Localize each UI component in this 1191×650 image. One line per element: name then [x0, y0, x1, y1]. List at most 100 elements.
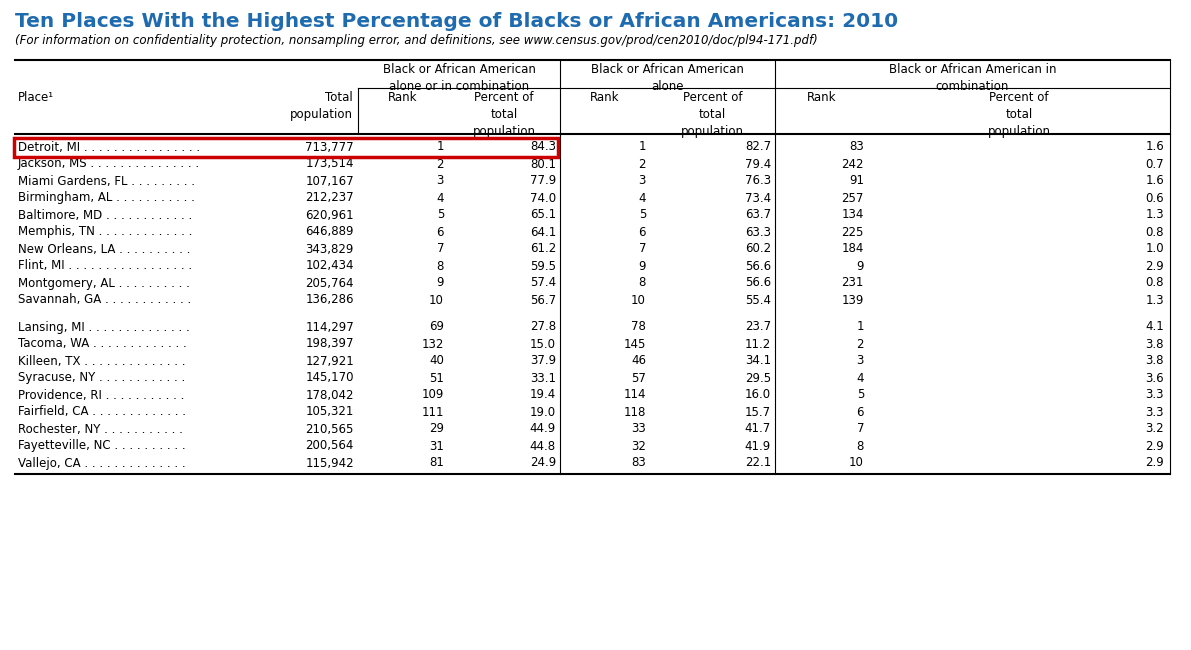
Text: 2.9: 2.9	[1146, 259, 1164, 272]
Text: 1.3: 1.3	[1146, 209, 1164, 222]
Text: 2: 2	[856, 337, 863, 350]
Text: Black or African American
alone or in combination: Black or African American alone or in co…	[382, 63, 536, 93]
Text: Jackson, MS . . . . . . . . . . . . . . .: Jackson, MS . . . . . . . . . . . . . . …	[18, 157, 200, 170]
Text: Rank: Rank	[388, 91, 418, 104]
Text: 33.1: 33.1	[530, 372, 556, 385]
Text: 6: 6	[436, 226, 444, 239]
Text: Black or African American in
combination: Black or African American in combination	[888, 63, 1056, 93]
Text: 132: 132	[422, 337, 444, 350]
Text: (For information on confidentiality protection, nonsampling error, and definitio: (For information on confidentiality prot…	[15, 34, 818, 47]
Text: 65.1: 65.1	[530, 209, 556, 222]
Text: 1.6: 1.6	[1146, 140, 1164, 153]
Text: 7: 7	[638, 242, 646, 255]
Text: 1: 1	[856, 320, 863, 333]
Text: Total
population: Total population	[289, 91, 353, 121]
Text: 10: 10	[631, 294, 646, 307]
Text: 77.9: 77.9	[530, 174, 556, 187]
Text: 205,764: 205,764	[306, 276, 354, 289]
Text: 16.0: 16.0	[744, 389, 771, 402]
Text: Killeen, TX . . . . . . . . . . . . . .: Killeen, TX . . . . . . . . . . . . . .	[18, 354, 186, 367]
Text: 51: 51	[429, 372, 444, 385]
Text: 646,889: 646,889	[306, 226, 354, 239]
Text: 134: 134	[842, 209, 863, 222]
Text: 27.8: 27.8	[530, 320, 556, 333]
Text: 231: 231	[842, 276, 863, 289]
Text: 1.0: 1.0	[1146, 242, 1164, 255]
Text: 3.3: 3.3	[1146, 389, 1164, 402]
Text: 3: 3	[856, 354, 863, 367]
Text: Detroit, MI . . . . . . . . . . . . . . . .: Detroit, MI . . . . . . . . . . . . . . …	[18, 140, 200, 153]
Text: 198,397: 198,397	[306, 337, 354, 350]
Text: 7: 7	[856, 422, 863, 436]
Text: 2.9: 2.9	[1146, 456, 1164, 469]
Text: Ten Places With the Highest Percentage of Blacks or African Americans: 2010: Ten Places With the Highest Percentage o…	[15, 12, 898, 31]
Text: 178,042: 178,042	[306, 389, 354, 402]
Text: 41.9: 41.9	[744, 439, 771, 452]
Text: Memphis, TN . . . . . . . . . . . . .: Memphis, TN . . . . . . . . . . . . .	[18, 226, 193, 239]
Text: 3.8: 3.8	[1146, 354, 1164, 367]
Text: 60.2: 60.2	[744, 242, 771, 255]
Text: 56.7: 56.7	[530, 294, 556, 307]
Text: Lansing, MI . . . . . . . . . . . . . .: Lansing, MI . . . . . . . . . . . . . .	[18, 320, 189, 333]
Text: 111: 111	[422, 406, 444, 419]
Text: 620,961: 620,961	[305, 209, 354, 222]
Text: 127,921: 127,921	[305, 354, 354, 367]
Text: 44.9: 44.9	[530, 422, 556, 436]
Text: 31: 31	[429, 439, 444, 452]
Text: 3.3: 3.3	[1146, 406, 1164, 419]
Text: 63.7: 63.7	[744, 209, 771, 222]
Text: Percent of
total
population: Percent of total population	[473, 91, 536, 138]
Text: 82.7: 82.7	[744, 140, 771, 153]
Text: 4: 4	[856, 372, 863, 385]
Text: 9: 9	[436, 276, 444, 289]
Text: 3: 3	[437, 174, 444, 187]
Text: 64.1: 64.1	[530, 226, 556, 239]
Text: 173,514: 173,514	[306, 157, 354, 170]
Text: 1: 1	[638, 140, 646, 153]
Text: 73.4: 73.4	[744, 192, 771, 205]
Text: 19.4: 19.4	[530, 389, 556, 402]
Text: 80.1: 80.1	[530, 157, 556, 170]
Text: 2.9: 2.9	[1146, 439, 1164, 452]
Text: 5: 5	[638, 209, 646, 222]
Text: Tacoma, WA . . . . . . . . . . . . .: Tacoma, WA . . . . . . . . . . . . .	[18, 337, 187, 350]
Text: 33: 33	[631, 422, 646, 436]
Text: 9: 9	[856, 259, 863, 272]
Text: Fayetteville, NC . . . . . . . . . .: Fayetteville, NC . . . . . . . . . .	[18, 439, 186, 452]
Text: 114,297: 114,297	[305, 320, 354, 333]
Text: 212,237: 212,237	[305, 192, 354, 205]
Text: 29.5: 29.5	[744, 372, 771, 385]
Text: 8: 8	[437, 259, 444, 272]
Text: 78: 78	[631, 320, 646, 333]
Text: 74.0: 74.0	[530, 192, 556, 205]
Text: 1.3: 1.3	[1146, 294, 1164, 307]
Text: 3.8: 3.8	[1146, 337, 1164, 350]
Text: 56.6: 56.6	[744, 276, 771, 289]
Text: 102,434: 102,434	[306, 259, 354, 272]
Text: 105,321: 105,321	[306, 406, 354, 419]
Bar	[14, 138, 559, 157]
Text: Rank: Rank	[806, 91, 836, 104]
Text: 713,777: 713,777	[305, 140, 354, 153]
Text: 0.8: 0.8	[1146, 276, 1164, 289]
Text: Providence, RI . . . . . . . . . . .: Providence, RI . . . . . . . . . . .	[18, 389, 185, 402]
Text: 41.7: 41.7	[744, 422, 771, 436]
Text: Place¹: Place¹	[18, 91, 54, 104]
Text: 83: 83	[849, 140, 863, 153]
Text: 5: 5	[856, 389, 863, 402]
Text: 107,167: 107,167	[305, 174, 354, 187]
Text: 210,565: 210,565	[306, 422, 354, 436]
Text: 184: 184	[842, 242, 863, 255]
Text: 23.7: 23.7	[744, 320, 771, 333]
Text: 63.3: 63.3	[746, 226, 771, 239]
Text: 83: 83	[631, 456, 646, 469]
Text: Fairfield, CA . . . . . . . . . . . . .: Fairfield, CA . . . . . . . . . . . . .	[18, 406, 186, 419]
Text: 91: 91	[849, 174, 863, 187]
Text: 37.9: 37.9	[530, 354, 556, 367]
Text: 139: 139	[842, 294, 863, 307]
Text: 109: 109	[422, 389, 444, 402]
Text: 69: 69	[429, 320, 444, 333]
Text: Syracuse, NY . . . . . . . . . . . .: Syracuse, NY . . . . . . . . . . . .	[18, 372, 186, 385]
Text: 0.6: 0.6	[1146, 192, 1164, 205]
Text: 61.2: 61.2	[530, 242, 556, 255]
